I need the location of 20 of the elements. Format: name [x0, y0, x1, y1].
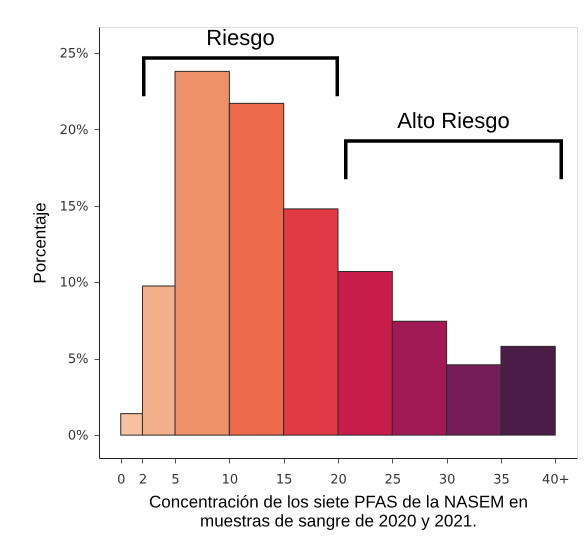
x-tick-label: 30 [438, 472, 456, 488]
x-tick-label: 2 [138, 472, 148, 488]
x-tick-label: 25 [384, 472, 402, 488]
x-tick-label: 35 [493, 472, 510, 488]
y-axis-title: Porcentaje [30, 202, 50, 284]
x-tick-label: 20 [330, 472, 347, 488]
x-tick-label: 10 [222, 472, 238, 488]
x-axis-title: Concentración de los siete PFAS de la NASEM en muestras de sangre de 2020 y 2021. [149, 492, 528, 530]
y-tick-label: 5% [68, 352, 88, 368]
y-tick-label: 20% [60, 122, 88, 138]
annotation: Riesgo [206, 25, 275, 50]
x-tick-label: 5 [171, 472, 180, 488]
x-tick-label: 0 [117, 472, 126, 488]
x-tick-label: 15 [276, 472, 292, 488]
y-tick-label: 0% [68, 428, 88, 444]
y-tick-label: 10% [60, 276, 88, 291]
y-tick-label: 15% [60, 199, 88, 214]
x-tick-label: 40+ [542, 472, 570, 488]
y-tick-label: 25% [60, 46, 88, 62]
annotation: Alto Riesgo [397, 108, 510, 133]
